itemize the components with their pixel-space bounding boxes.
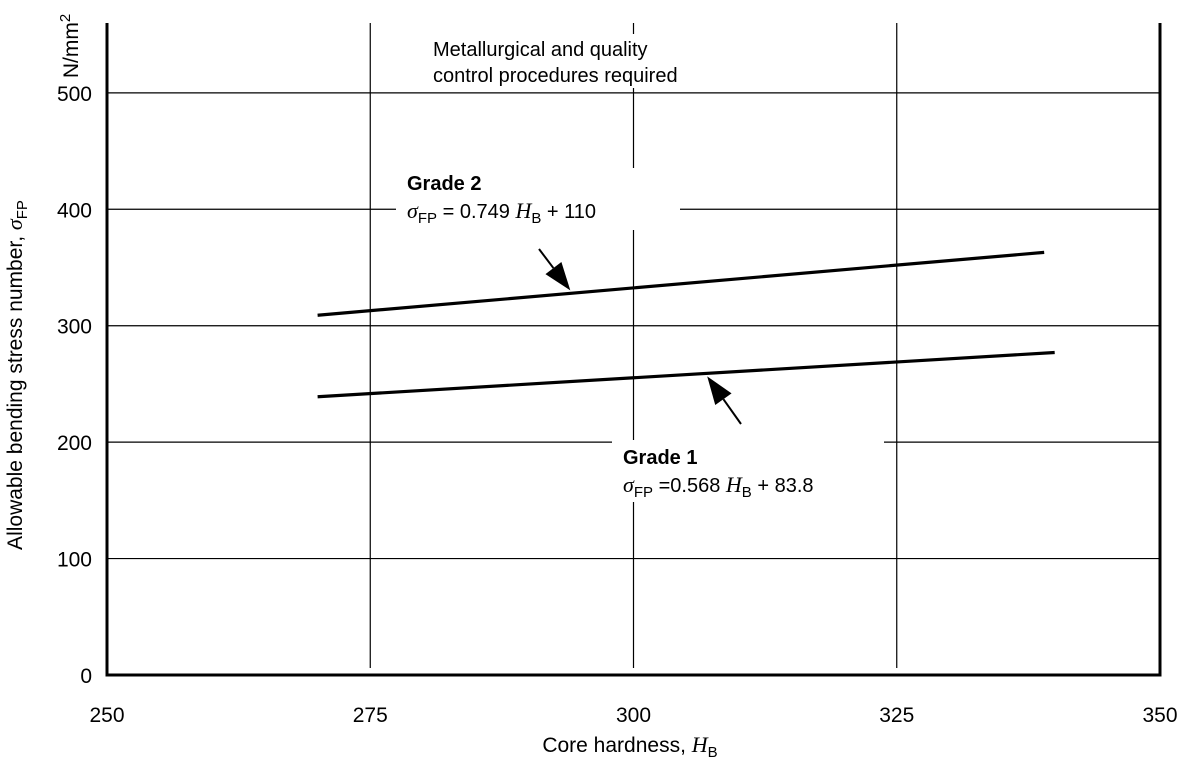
y-tick-label-400: 400 — [57, 199, 92, 222]
grade2-eq-mid: = 0.749 — [437, 201, 515, 223]
plot-frame — [105, 23, 1162, 677]
y-tick-label-0: 0 — [80, 665, 92, 688]
grade1-label-backdrop — [612, 440, 884, 502]
note-line-1: Metallurgical and quality — [433, 39, 648, 61]
grade2-arrow-shaft — [538, 248, 555, 269]
grade2-eq-end: + 110 — [541, 201, 596, 223]
note-backdrop — [425, 34, 735, 88]
y-axis-label-text: Allowable bending stress number, — [4, 230, 27, 550]
grade2-equation: σFP = 0.749 HB + 110 — [407, 198, 596, 227]
y-axis-label-sub: FP — [14, 200, 31, 219]
grade1-eq-end: + 83.8 — [752, 475, 814, 497]
x-axis-label-var: H — [691, 732, 709, 757]
grade1-arrow — [707, 376, 742, 425]
y-tick-label-100: 100 — [57, 549, 92, 572]
grade1-eq-sigma-sub: FP — [634, 484, 653, 501]
grade2-title: Grade 2 — [407, 173, 481, 195]
grade2-arrow — [538, 248, 571, 291]
grade2-eq-sigma: σ — [407, 198, 419, 223]
y-axis-label-sym: σ — [2, 218, 27, 230]
grade1-eq-var: H — [725, 472, 743, 497]
note-line-2: control procedures required — [433, 65, 678, 87]
grade2-eq-sigma-sub: FP — [418, 210, 437, 227]
grade2-arrow-head — [545, 262, 571, 291]
x-tick-label-275: 275 — [353, 704, 388, 727]
y-tick-label-300: 300 — [57, 316, 92, 339]
x-axis-label-text: Core hardness, — [542, 734, 691, 757]
y-axis-unit-sup: 2 — [57, 14, 74, 22]
grade1-eq-sigma: σ — [623, 472, 635, 497]
y-axis-label: Allowable bending stress number, σFP — [2, 200, 31, 550]
series-lines — [317, 250, 1055, 399]
grade1-arrow-shaft — [722, 398, 742, 425]
grade1-equation: σFP =0.568 HB + 83.8 — [623, 472, 814, 501]
grade1-eq-mid: =0.568 — [653, 475, 726, 497]
x-tick-label-325: 325 — [879, 704, 914, 727]
x-tick-label-350: 350 — [1142, 704, 1177, 727]
x-tick-label-250: 250 — [89, 704, 124, 727]
callout-arrows — [538, 248, 742, 425]
grade-1-line — [317, 350, 1055, 399]
x-axis-label: Core hardness, HB — [542, 732, 717, 761]
x-axis-label-sub: B — [708, 744, 718, 761]
y-axis-unit: N/mm2 — [57, 14, 83, 78]
y-tick-label-500: 500 — [57, 83, 92, 106]
grade1-title: Grade 1 — [623, 447, 697, 469]
axis-ticks: 250 275 300 325 350 0 100 200 300 400 500 — [57, 83, 1178, 727]
x-tick-label-300: 300 — [616, 704, 651, 727]
grade2-eq-var-sub: B — [531, 210, 541, 227]
grade1-arrow-head — [707, 376, 732, 405]
grade2-label-backdrop — [396, 168, 680, 230]
grade2-eq-var: H — [514, 198, 532, 223]
y-tick-label-200: 200 — [57, 432, 92, 455]
y-axis-unit-text: N/mm — [60, 22, 83, 78]
grade-2-line — [317, 250, 1045, 317]
grid-lines — [107, 23, 1160, 668]
grade1-eq-var-sub: B — [742, 484, 752, 501]
